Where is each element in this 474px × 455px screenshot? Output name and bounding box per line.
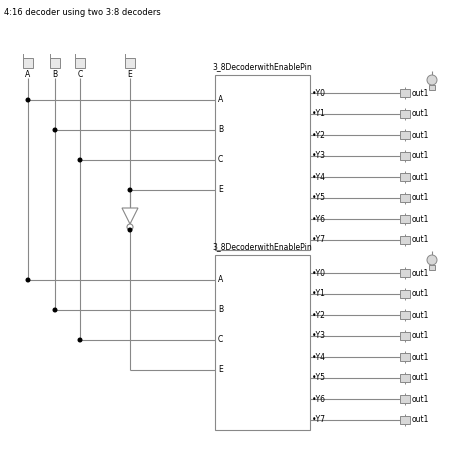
Text: out1: out1 <box>412 310 429 319</box>
Circle shape <box>78 338 82 342</box>
Bar <box>75 58 85 68</box>
Text: out1: out1 <box>412 353 429 362</box>
Bar <box>400 395 410 403</box>
Text: out1: out1 <box>412 374 429 383</box>
Circle shape <box>427 255 437 265</box>
Text: •Y3: •Y3 <box>312 332 326 340</box>
Bar <box>400 374 410 382</box>
Text: A: A <box>218 275 223 284</box>
Bar <box>400 353 410 361</box>
Bar <box>400 269 410 277</box>
Text: out1: out1 <box>412 214 429 223</box>
Text: out1: out1 <box>412 394 429 404</box>
Text: 3_8DecoderwithEnablePin: 3_8DecoderwithEnablePin <box>213 242 312 251</box>
Text: E: E <box>218 186 223 194</box>
Bar <box>400 215 410 223</box>
Bar <box>400 311 410 319</box>
Bar <box>400 110 410 118</box>
Text: A: A <box>218 96 223 105</box>
Bar <box>400 236 410 244</box>
Bar <box>215 255 310 430</box>
Circle shape <box>53 128 57 132</box>
Circle shape <box>127 224 133 230</box>
Text: A: A <box>26 70 31 79</box>
Text: •Y1: •Y1 <box>312 110 326 118</box>
Bar <box>400 194 410 202</box>
Circle shape <box>427 75 437 85</box>
Text: C: C <box>218 156 223 165</box>
Text: C: C <box>77 70 82 79</box>
Text: •Y7: •Y7 <box>312 415 326 425</box>
Text: •Y5: •Y5 <box>312 374 326 383</box>
Bar <box>400 290 410 298</box>
Text: C: C <box>218 335 223 344</box>
Bar <box>400 173 410 181</box>
Text: •Y7: •Y7 <box>312 236 326 244</box>
Text: out1: out1 <box>412 236 429 244</box>
Text: 3_8DecoderwithEnablePin: 3_8DecoderwithEnablePin <box>213 62 312 71</box>
Text: out1: out1 <box>412 193 429 202</box>
Text: •Y1: •Y1 <box>312 289 326 298</box>
Text: •Y2: •Y2 <box>312 310 326 319</box>
Bar <box>23 58 33 68</box>
Text: •Y0: •Y0 <box>312 89 326 97</box>
Bar <box>400 89 410 97</box>
Circle shape <box>26 98 30 102</box>
Text: •Y6: •Y6 <box>312 214 326 223</box>
Bar <box>429 85 435 90</box>
Text: B: B <box>218 126 223 135</box>
Text: out1: out1 <box>412 268 429 278</box>
Text: •Y5: •Y5 <box>312 193 326 202</box>
Bar <box>429 265 435 270</box>
Text: E: E <box>128 70 132 79</box>
Text: out1: out1 <box>412 332 429 340</box>
Text: out1: out1 <box>412 289 429 298</box>
Bar <box>400 131 410 139</box>
Text: out1: out1 <box>412 89 429 97</box>
Text: •Y4: •Y4 <box>312 353 326 362</box>
Text: •Y3: •Y3 <box>312 152 326 161</box>
Bar <box>400 332 410 340</box>
Bar <box>125 58 135 68</box>
Circle shape <box>128 188 132 192</box>
Bar <box>215 75 310 250</box>
Bar <box>50 58 60 68</box>
Circle shape <box>53 308 57 312</box>
Bar <box>400 152 410 160</box>
Text: out1: out1 <box>412 172 429 182</box>
Circle shape <box>128 228 132 232</box>
Bar <box>400 416 410 424</box>
Circle shape <box>26 278 30 282</box>
Text: out1: out1 <box>412 415 429 425</box>
Text: •Y0: •Y0 <box>312 268 326 278</box>
Text: •Y6: •Y6 <box>312 394 326 404</box>
Text: B: B <box>218 305 223 314</box>
Text: 4:16 decoder using two 3:8 decoders: 4:16 decoder using two 3:8 decoders <box>4 8 161 17</box>
Text: •Y4: •Y4 <box>312 172 326 182</box>
Text: •Y2: •Y2 <box>312 131 326 140</box>
Circle shape <box>78 158 82 162</box>
Text: out1: out1 <box>412 131 429 140</box>
Text: B: B <box>53 70 57 79</box>
Polygon shape <box>122 208 138 224</box>
Text: out1: out1 <box>412 110 429 118</box>
Text: E: E <box>218 365 223 374</box>
Text: out1: out1 <box>412 152 429 161</box>
